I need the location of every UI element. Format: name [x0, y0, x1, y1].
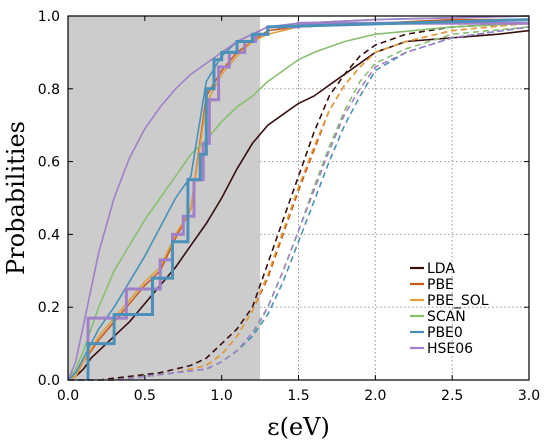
series-hse06-dashed: [68, 26, 530, 381]
series-lda-dashed: [68, 22, 530, 381]
shaded-region: [68, 16, 261, 380]
x-tick-label: 0.0: [57, 388, 79, 404]
legend-label-hse06: HSE06: [427, 341, 473, 357]
x-tick-label: 1.0: [211, 388, 233, 404]
grid: [260, 16, 529, 380]
x-tick-label: 1.5: [287, 388, 309, 404]
y-tick-label: 0.4: [38, 227, 60, 243]
legend-label-pbe-sol: PBE_SOL: [427, 293, 489, 309]
y-tick-label: 0.6: [38, 155, 60, 171]
legend-label-pbe: PBE: [427, 277, 454, 293]
series-pbe0-step: [86, 18, 530, 380]
legend-label-lda: LDA: [427, 261, 455, 277]
y-axis-label: Probabilities: [2, 121, 30, 275]
y-tick-label: 0.2: [38, 300, 60, 316]
ticks: 0.0 0.5 1.0 1.5 2.0 2.5 3.0 0.0 0.2 0.4 0.6 0.8 1.0: [38, 9, 540, 404]
x-tick-label: 2.0: [364, 388, 386, 404]
series-layer: [67, 15, 530, 381]
y-tick-label: 0.8: [38, 82, 60, 98]
y-tick-label: 1.0: [38, 9, 60, 25]
series-pbe-sol-dashed: [68, 22, 530, 381]
x-tick-label: 0.5: [134, 388, 156, 404]
legend-label-pbe0: PBE0: [427, 325, 463, 341]
x-axis-label: ε(eV): [267, 413, 330, 441]
x-tick-label: 2.5: [441, 388, 463, 404]
x-tick-label: 3.0: [518, 388, 540, 404]
legend-label-scan: SCAN: [427, 309, 466, 325]
y-tick-label: 0.0: [38, 373, 60, 389]
series-lda-solid: [67, 29, 530, 381]
series-scan-solid: [67, 22, 530, 381]
